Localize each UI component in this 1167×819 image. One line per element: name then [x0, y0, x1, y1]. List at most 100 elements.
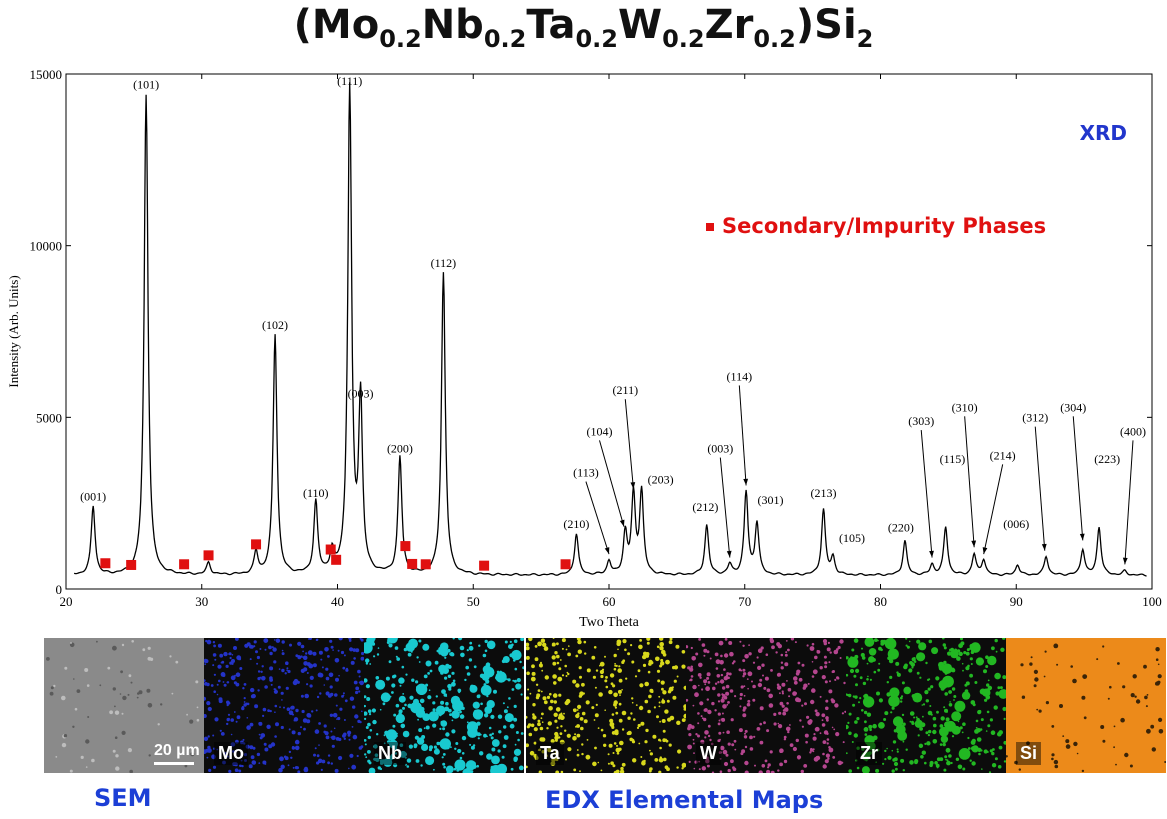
peak-label: (213)	[810, 486, 836, 500]
texture-speck	[720, 698, 725, 703]
texture-speck	[501, 676, 505, 680]
texture-speck	[743, 694, 746, 697]
texture-speck	[552, 638, 555, 639]
peak-arrow	[585, 481, 610, 555]
texture-speck	[447, 683, 452, 689]
peak-label: (104)	[586, 424, 612, 438]
texture-speck	[407, 652, 412, 657]
texture-speck	[364, 743, 367, 746]
texture-speck	[943, 768, 947, 772]
texture-speck	[527, 723, 532, 727]
texture-speck	[526, 646, 530, 651]
texture-speck	[662, 729, 666, 733]
texture-speck	[725, 684, 730, 689]
texture-speck	[371, 708, 376, 713]
texture-speck	[226, 717, 230, 722]
texture-speck	[354, 714, 359, 719]
arrow-head	[1122, 557, 1128, 565]
texture-speck	[921, 750, 926, 755]
texture-speck	[819, 732, 822, 735]
texture-speck	[893, 757, 898, 762]
texture-speck	[983, 749, 988, 754]
texture-speck	[204, 736, 209, 741]
texture-speck	[875, 768, 880, 773]
texture-speck	[335, 704, 338, 707]
texture-speck	[511, 649, 522, 661]
texture-speck	[847, 656, 859, 668]
texture-speck	[761, 663, 765, 667]
texture-speck	[773, 722, 777, 726]
texture-speck	[353, 680, 358, 685]
texture-speck	[970, 663, 973, 665]
texture-speck	[476, 694, 481, 699]
texture-speck	[334, 658, 340, 663]
texture-speck	[109, 710, 113, 715]
texture-speck	[273, 688, 276, 691]
texture-speck	[852, 703, 856, 707]
texture-speck	[942, 742, 946, 747]
texture-speck	[546, 695, 551, 699]
texture-speck	[50, 686, 54, 690]
texture-speck	[532, 703, 536, 707]
texture-speck	[832, 670, 835, 673]
texture-speck	[656, 645, 660, 649]
texture-speck	[175, 660, 179, 664]
texture-speck	[565, 648, 568, 651]
texture-speck	[402, 693, 405, 695]
texture-speck	[537, 689, 541, 692]
texture-speck	[404, 756, 407, 759]
texture-speck	[565, 758, 567, 761]
texture-speck	[997, 686, 1001, 690]
texture-speck	[245, 702, 248, 706]
peak-label: (303)	[908, 414, 934, 428]
texture-speck	[204, 679, 206, 682]
texture-speck	[64, 666, 68, 670]
texture-speck	[553, 656, 555, 659]
texture-speck	[717, 739, 721, 743]
texture-speck	[320, 768, 323, 771]
texture-speck	[121, 730, 126, 735]
texture-speck	[798, 677, 803, 682]
texture-speck	[214, 717, 219, 722]
texture-speck	[751, 680, 753, 683]
texture-speck	[807, 682, 810, 685]
texture-speck	[767, 766, 770, 769]
texture-speck	[657, 679, 661, 683]
texture-speck	[348, 738, 351, 741]
texture-speck	[614, 731, 619, 736]
texture-speck	[373, 744, 378, 749]
texture-speck	[269, 666, 274, 671]
texture-speck	[365, 756, 368, 759]
arrow-head	[743, 478, 749, 486]
texture-speck	[701, 717, 704, 720]
texture-speck	[800, 769, 804, 773]
texture-speck	[516, 678, 521, 683]
texture-speck	[302, 656, 304, 658]
impurity-marker	[179, 559, 190, 570]
texture-speck	[692, 742, 695, 745]
texture-speck	[890, 711, 893, 714]
texture-speck	[666, 710, 669, 713]
texture-speck	[327, 754, 331, 757]
texture-speck	[564, 664, 567, 668]
texture-speck	[451, 719, 454, 722]
texture-speck	[904, 663, 908, 668]
texture-speck	[892, 740, 897, 744]
texture-speck	[206, 701, 211, 706]
texture-speck	[535, 695, 540, 700]
texture-speck	[396, 657, 400, 661]
texture-speck	[847, 721, 850, 724]
texture-speck	[940, 716, 945, 721]
texture-speck	[503, 735, 509, 740]
texture-speck	[880, 648, 883, 652]
texture-speck	[733, 739, 737, 743]
texture-speck	[427, 672, 430, 675]
texture-speck	[554, 719, 558, 723]
texture-speck	[526, 715, 528, 719]
x-tick-label: 30	[195, 594, 208, 609]
texture-speck	[243, 697, 246, 700]
texture-speck	[291, 730, 296, 735]
texture-speck	[373, 655, 376, 658]
texture-speck	[900, 758, 905, 763]
texture-speck	[777, 769, 780, 772]
